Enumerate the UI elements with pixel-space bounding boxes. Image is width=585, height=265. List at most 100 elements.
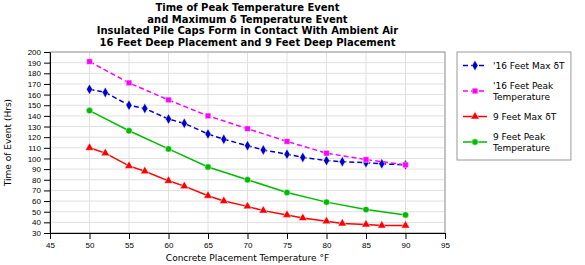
point (284, 139, 290, 145)
y-tick: 90 (32, 165, 50, 174)
legend: '16 Feet Max δT'16 Feet PeakTemperature9… (457, 52, 571, 160)
y-tick-mark (44, 148, 50, 149)
legend-frame (457, 52, 571, 160)
y-tick-mark (44, 222, 50, 223)
point (126, 100, 132, 111)
y-tick-label: 160 (28, 91, 42, 100)
point (284, 149, 290, 160)
y-tick: 130 (28, 123, 50, 132)
title: Time of Peak Temperature Eventand Maximu… (97, 2, 399, 48)
title-line: and Maximum δ Temperature Event (147, 14, 348, 25)
y-tick: 80 (32, 176, 50, 185)
x-tick-mark (248, 233, 249, 239)
legend-label: 9 Feet PeakTemperature (492, 132, 550, 153)
point (125, 161, 134, 168)
x-tick-mark (327, 233, 328, 239)
x-tick-label: 85 (362, 241, 371, 250)
y-grid-line (50, 190, 445, 191)
legend-symbol (472, 60, 478, 71)
legend-label-line: '16 Feet Peak (493, 81, 554, 91)
y-grid-line (50, 62, 445, 63)
x-tick: 45 (46, 233, 55, 250)
x-tick-mark (129, 233, 130, 239)
y-tick-label: 180 (28, 69, 42, 78)
legend-label-line: Temperature (492, 92, 550, 102)
plot: 4550556065707580859095304050607080901001… (28, 48, 451, 250)
y-tick-label: 170 (28, 80, 42, 89)
y-tick: 30 (32, 229, 50, 238)
y-tick: 60 (32, 197, 50, 206)
grid (50, 52, 445, 233)
y-grid-line (50, 137, 445, 138)
x-tick: 90 (402, 233, 411, 250)
legend-symbol (472, 88, 478, 94)
y-tick-mark (44, 127, 50, 128)
y-grid-line (50, 222, 445, 223)
point (180, 181, 189, 188)
point (205, 129, 211, 140)
point (221, 134, 227, 145)
x-grid-line (405, 52, 406, 233)
x-tick-label: 45 (46, 241, 55, 250)
y-tick-mark (44, 212, 50, 213)
y-tick-label: 80 (32, 176, 41, 185)
legend-label: 9 Feet Max δT (493, 112, 557, 122)
point (322, 216, 331, 223)
point (220, 196, 229, 203)
y-tick: 160 (28, 91, 50, 100)
x-tick-label: 70 (244, 241, 253, 250)
point (402, 160, 408, 171)
x-tick: 95 (441, 233, 450, 250)
y-tick-label: 60 (32, 197, 41, 206)
title-line: Time of Peak Temperature Event (155, 2, 339, 13)
point (378, 221, 387, 228)
x-tick: 75 (283, 233, 292, 250)
point (141, 166, 150, 173)
point (205, 164, 211, 170)
series (85, 143, 410, 228)
legend-symbol (471, 112, 480, 119)
x-tick-mark (208, 233, 209, 239)
x-tick: 85 (362, 233, 371, 250)
x-grid-line (208, 52, 209, 233)
y-tick-label: 70 (32, 186, 41, 195)
point (339, 156, 345, 167)
y-tick-label: 90 (32, 165, 41, 174)
point (126, 80, 132, 86)
series (86, 107, 408, 218)
y-tick-mark (44, 116, 50, 117)
point (102, 87, 108, 98)
point (402, 212, 408, 218)
point (324, 150, 330, 156)
series (87, 59, 409, 168)
series-line (90, 89, 406, 165)
y-tick-mark (44, 95, 50, 96)
legend-item: 9 Feet Max δT (463, 112, 557, 122)
series-line (90, 111, 406, 215)
y-axis-title: Time of Event (Hrs) (3, 99, 13, 187)
point (401, 221, 410, 228)
x-tick-label: 60 (165, 241, 174, 250)
point (165, 146, 171, 152)
point (87, 59, 93, 65)
y-tick: 190 (28, 59, 50, 68)
y-tick: 40 (32, 218, 50, 227)
point (244, 140, 250, 151)
title-line: Insulated Pile Caps Form in Contact With… (97, 25, 399, 36)
point (363, 157, 369, 168)
point (260, 145, 266, 156)
x-tick: 80 (323, 233, 332, 250)
marks (85, 59, 410, 228)
point (403, 162, 409, 168)
y-tick-label: 40 (32, 218, 41, 227)
y-tick-label: 120 (28, 133, 42, 142)
y-tick-label: 130 (28, 123, 42, 132)
y-tick-label: 100 (28, 155, 42, 164)
y-tick: 150 (28, 101, 50, 110)
x-axis-line (51, 234, 446, 240)
y-tick: 120 (28, 133, 50, 142)
point (323, 155, 329, 166)
point (165, 114, 171, 125)
x-tick-mark (90, 233, 91, 239)
plot-frame (50, 52, 445, 233)
